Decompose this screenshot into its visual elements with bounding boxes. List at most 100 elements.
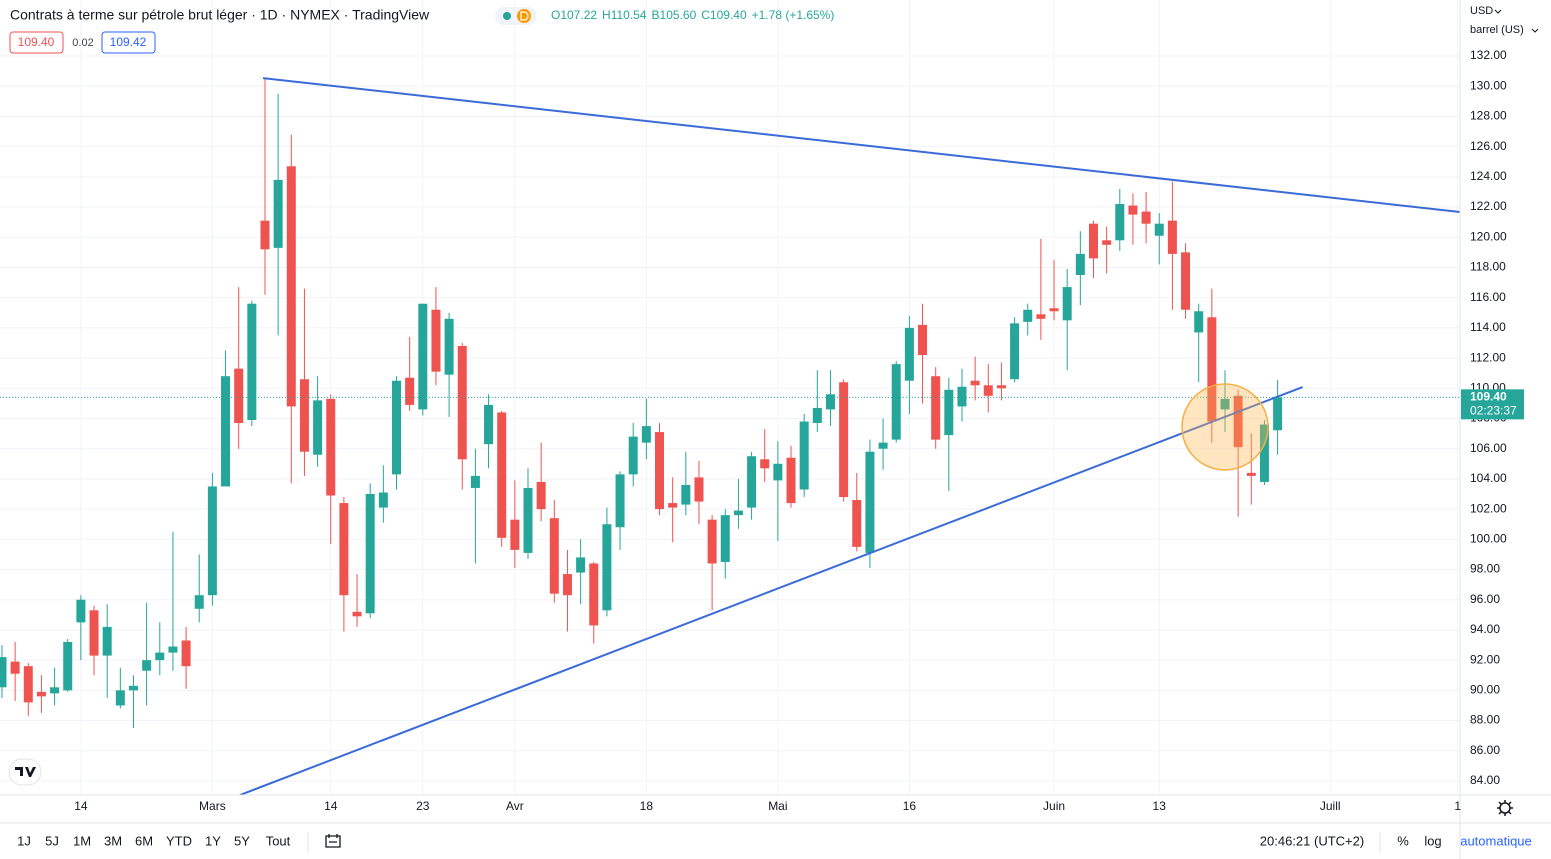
candle-body [273, 179, 283, 248]
y-tick-label: 132.00 [1470, 48, 1507, 62]
candle-body [89, 610, 99, 656]
chevron [1494, 9, 1502, 14]
candle-body [918, 324, 928, 356]
price-tag-label: 109.40 [1470, 390, 1507, 404]
date-range-button[interactable] [325, 834, 341, 848]
x-tick-label: Mars [199, 799, 226, 813]
range-button[interactable]: 1J [17, 833, 31, 848]
candle-body [286, 166, 296, 407]
x-tick-label: 23 [416, 799, 430, 813]
candle-body [878, 442, 888, 449]
candle-body [1181, 252, 1191, 310]
candle-body [747, 456, 757, 508]
range-button[interactable]: 6M [135, 833, 153, 848]
candle-body [931, 376, 941, 440]
auto-toggle[interactable]: automatique [1460, 833, 1532, 848]
price-countdown: 02:23:37 [1470, 404, 1517, 418]
candle-body [891, 364, 901, 440]
candle-body [589, 563, 599, 626]
candle-body [720, 515, 730, 562]
candle-body [1207, 317, 1217, 422]
candle-body [194, 595, 204, 609]
market-status [503, 12, 511, 20]
candle-body [1154, 223, 1164, 236]
range-button[interactable]: 5J [45, 833, 59, 848]
chart-title: Contrats à terme sur pétrole brut léger … [10, 7, 430, 23]
range-button[interactable]: 3M [104, 833, 122, 848]
x-tick-label: Avr [506, 799, 524, 813]
candle-body [1246, 472, 1256, 476]
ohlc-item: C109.40 [701, 8, 747, 22]
candle-body [168, 646, 178, 653]
delay-badge [517, 9, 531, 23]
candle-body [1075, 253, 1085, 276]
candle-body [839, 382, 849, 498]
unit-select[interactable]: barrel (US) [1470, 24, 1524, 36]
candle-body [470, 475, 480, 488]
candle-body [562, 574, 572, 596]
y-tick-label: 124.00 [1470, 169, 1507, 183]
candle-body [23, 666, 33, 703]
x-tick-label: 13 [1153, 799, 1167, 813]
y-tick-label: 98.00 [1470, 562, 1500, 576]
candle-body [1167, 220, 1177, 254]
logo-badge[interactable] [8, 758, 42, 786]
candle-body [812, 407, 822, 424]
candle-body [707, 519, 717, 564]
buy-box[interactable] [101, 31, 156, 54]
y-tick-label: 116.00 [1470, 290, 1506, 304]
candle-body [510, 519, 520, 550]
candle-body [247, 303, 257, 421]
candle-body [115, 690, 125, 706]
y-tick-label: 112.00 [1470, 350, 1506, 364]
candle-body [536, 481, 546, 510]
candle-body [418, 303, 428, 410]
y-tick-label: 102.00 [1470, 501, 1507, 515]
currency-select[interactable]: USD [1470, 5, 1493, 17]
y-tick-label: 122.00 [1470, 199, 1507, 213]
y-tick-label: 90.00 [1470, 683, 1500, 697]
candle-body [378, 492, 388, 508]
candle-body [523, 487, 533, 553]
sell-box[interactable] [9, 31, 64, 54]
ohlc-item: O107.22 [551, 8, 597, 22]
candle-body [128, 685, 138, 691]
range-button[interactable]: YTD [166, 833, 192, 848]
range-button[interactable]: 1M [73, 833, 91, 848]
candle-body [996, 385, 1006, 389]
trendline [262, 77, 1460, 214]
candle-body [655, 432, 665, 510]
candle-body [799, 421, 809, 490]
clock[interactable]: 20:46:21 (UTC+2) [1260, 833, 1364, 848]
settings-button[interactable] [1499, 802, 1511, 814]
y-tick-label: 128.00 [1470, 109, 1507, 123]
candle-body [904, 327, 914, 381]
candle-body [352, 611, 362, 617]
candle-body [299, 379, 309, 452]
candle-body [1220, 398, 1230, 410]
range-button[interactable]: Tout [266, 833, 291, 848]
candle-body [339, 503, 349, 596]
range-button[interactable]: 1Y [205, 833, 221, 848]
y-tick-label: 130.00 [1470, 78, 1507, 92]
candle-body [1102, 240, 1112, 245]
candle-body [102, 626, 112, 656]
x-tick-label: Mai [768, 799, 787, 813]
x-tick-label: Juill [1320, 799, 1341, 813]
candle-body [444, 318, 454, 375]
candle-body [1049, 308, 1059, 312]
ask-price[interactable]: 109.42 [110, 35, 147, 49]
candle-body [313, 400, 323, 455]
log-toggle[interactable]: log [1424, 833, 1441, 848]
bid-price[interactable]: 109.40 [18, 35, 55, 49]
candle-body [142, 660, 152, 671]
range-button[interactable]: 5Y [234, 833, 250, 848]
trendline [239, 386, 1303, 795]
percent-toggle[interactable]: % [1397, 833, 1409, 848]
candle-body [628, 436, 638, 475]
y-tick-label: 92.00 [1470, 652, 1500, 666]
candle-body [865, 451, 875, 553]
candle-body [1036, 314, 1046, 319]
candle-body [602, 524, 612, 611]
